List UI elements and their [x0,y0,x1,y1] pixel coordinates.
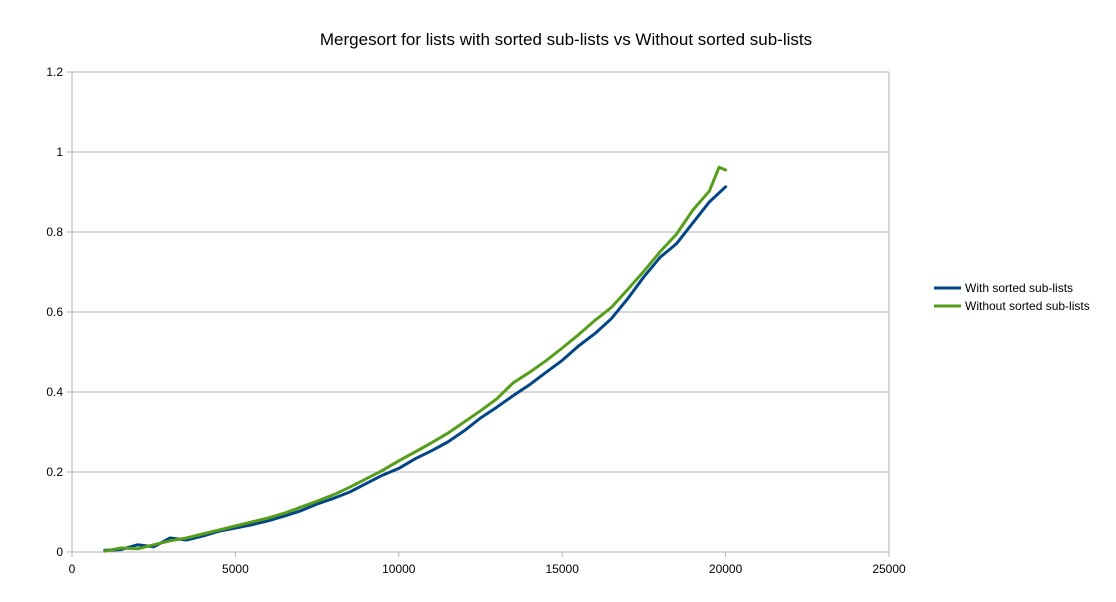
y-tick-label: 0.2 [46,465,63,479]
axes: 0 0.2 0.4 0.6 0.8 1 1.2 0 5000 10000 15000 20000 250… [46,65,906,576]
x-tick-label: 5000 [222,562,249,576]
chart-title: Mergesort for lists with sorted sub-list… [320,30,812,49]
grid-lines [72,71,890,552]
legend-label: With sorted sub-lists [965,281,1073,295]
legend: With sorted sub-lists Without sorted sub-… [934,281,1090,313]
series-lines [103,165,728,553]
x-tick-label: 20000 [709,562,743,576]
y-tick-label: 1.2 [46,65,63,79]
series-line-1 [103,185,728,552]
y-tick-label: 0.6 [46,305,63,319]
x-tick-label: 15000 [546,562,580,576]
y-tick-label: 0.4 [46,385,63,399]
y-tick-label: 0 [56,545,63,559]
y-tick-label: 0.8 [46,225,63,239]
x-tick-label: 10000 [382,562,416,576]
x-tick-label: 0 [69,562,76,576]
x-tick-label: 25000 [872,562,906,576]
series-line-2 [103,165,728,553]
y-tick-label: 1 [56,145,63,159]
legend-label: Without sorted sub-lists [965,299,1090,313]
